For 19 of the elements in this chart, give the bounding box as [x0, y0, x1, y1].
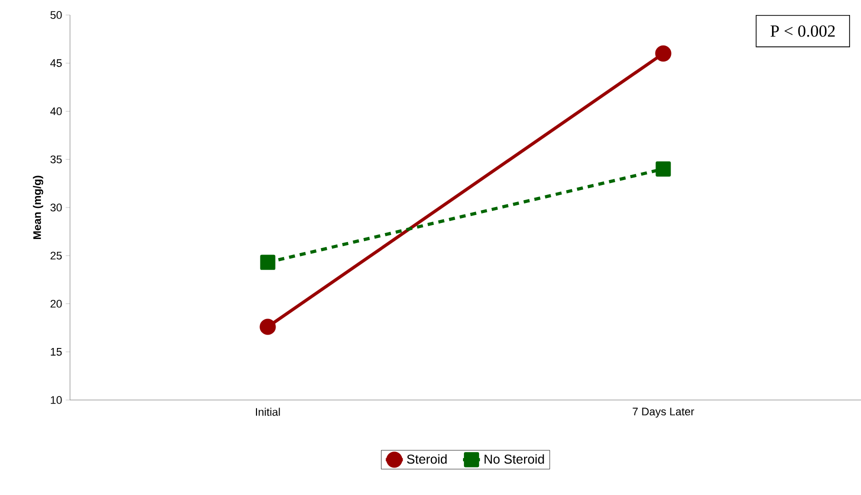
- legend-label: Steroid: [407, 454, 447, 464]
- y-tick-label: 15: [50, 348, 62, 356]
- y-tick-label: 20: [50, 300, 62, 308]
- x-tick-label: Initial: [256, 408, 280, 416]
- y-tick-label: 30: [50, 204, 62, 212]
- point: [655, 45, 672, 62]
- y-tick-label: 45: [50, 59, 62, 67]
- point: [260, 254, 276, 270]
- y-tick-label: 40: [50, 107, 62, 116]
- y-axis-title: Mean (mg/g): [32, 176, 44, 240]
- y-tick-label: 10: [50, 396, 62, 404]
- annotation: P < 0.002: [770, 25, 835, 37]
- y-tick-label: 50: [50, 11, 62, 19]
- y-tick-label: 35: [50, 156, 62, 164]
- point: [260, 318, 276, 335]
- x-tick-label: 7 Days Later: [632, 408, 694, 418]
- point: [656, 161, 671, 177]
- y-tick-label: 25: [50, 252, 62, 260]
- legend-label: No Steroid: [484, 454, 544, 464]
